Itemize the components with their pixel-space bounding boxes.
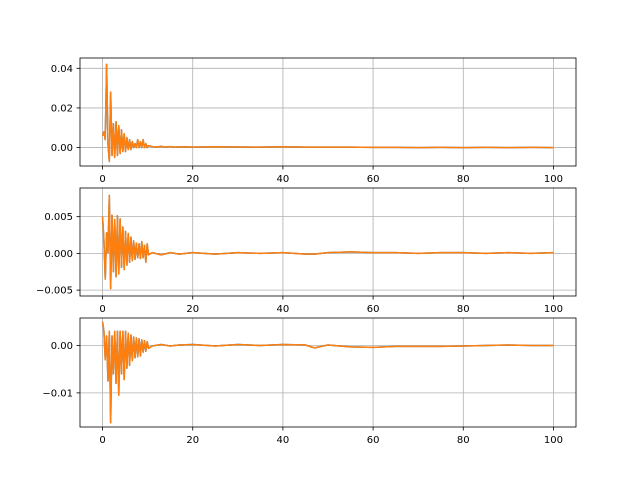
y-tick-label: −0.005 bbox=[36, 286, 73, 297]
x-tick-label: 40 bbox=[277, 174, 290, 185]
y-tick-label: 0.000 bbox=[44, 249, 73, 260]
subplot-1: 0 20 40 60 80 100 0.00 0.02 0.04 bbox=[51, 57, 577, 185]
series-line-2 bbox=[101, 194, 554, 290]
x-tick-label: 0 bbox=[99, 174, 105, 185]
y-tick-label: 0.04 bbox=[51, 64, 73, 75]
y-tick-label: 0.00 bbox=[51, 143, 73, 154]
x-tick-label: 0 bbox=[99, 435, 105, 446]
x-tick-label: 20 bbox=[186, 304, 199, 315]
x-tick-label: 20 bbox=[186, 174, 199, 185]
x-tick-label: 60 bbox=[367, 304, 380, 315]
subplot-2: 0 20 40 60 80 100 −0.005 0.000 0.005 bbox=[36, 187, 577, 315]
series-line-2 bbox=[101, 63, 554, 163]
y-tick-label: 0.02 bbox=[51, 103, 73, 114]
x-tick-label: 100 bbox=[544, 435, 563, 446]
series-line-2 bbox=[101, 321, 554, 424]
x-tick-label: 80 bbox=[457, 174, 470, 185]
x-tick-label: 80 bbox=[457, 304, 470, 315]
x-tick-label: 100 bbox=[544, 174, 563, 185]
x-tick-label: 40 bbox=[277, 435, 290, 446]
y-tick-label: −0.01 bbox=[42, 388, 73, 399]
y-tick-label: 0.005 bbox=[44, 212, 73, 223]
y-tick-label: 0.00 bbox=[51, 341, 73, 352]
axes-frame bbox=[79, 187, 577, 297]
axes-frame bbox=[79, 317, 577, 428]
x-tick-label: 20 bbox=[186, 435, 199, 446]
x-tick-label: 60 bbox=[367, 174, 380, 185]
x-tick-label: 0 bbox=[99, 304, 105, 315]
x-tick-label: 80 bbox=[457, 435, 470, 446]
x-tick-label: 60 bbox=[367, 435, 380, 446]
subplot-3: 0 20 40 60 80 100 −0.01 0.00 bbox=[42, 317, 577, 446]
x-tick-label: 100 bbox=[544, 304, 563, 315]
axes-frame bbox=[79, 57, 577, 167]
x-tick-label: 40 bbox=[277, 304, 290, 315]
